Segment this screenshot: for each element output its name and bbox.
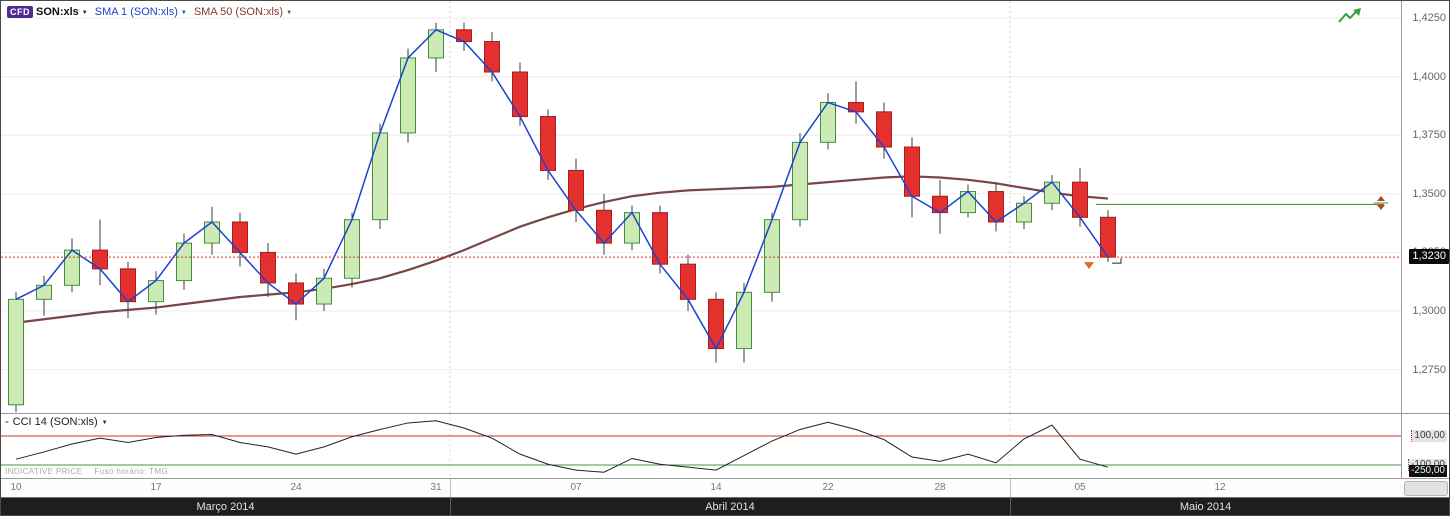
current-price-badge: 1,3230 [1409, 249, 1449, 264]
chevron-down-icon[interactable]: ▼ [181, 10, 187, 16]
price-tick-label: 1,4000 [1412, 71, 1446, 83]
sma1-legend[interactable]: SMA 1 (SON:xls) ▼ [95, 6, 187, 18]
date-tick-label: 28 [929, 482, 951, 493]
trading-chart-window: CFD SON:xls ▼ SMA 1 (SON:xls) ▼ SMA 50 (… [0, 0, 1450, 516]
collapse-icon[interactable]: - [5, 416, 9, 428]
month-boundary-tick [450, 479, 451, 497]
month-boundary-tick [1010, 479, 1011, 497]
cfd-badge: CFD [7, 6, 33, 18]
cci-tick-label: -250,00 [1409, 465, 1447, 477]
cci-panel[interactable]: - CCI 14 (SON:xls) ▼ INDICATIVE PRICE Fu… [1, 414, 1401, 479]
date-axis[interactable]: 10 17 24 31 07 14 22 28 05 12 [1, 479, 1449, 498]
price-axis[interactable]: 1,42501,40001,37501,35001,32501,30001,27… [1401, 1, 1450, 414]
date-tick-label: 31 [425, 482, 447, 493]
date-tick-label: 10 [5, 482, 27, 493]
chart-footnote: INDICATIVE PRICE Fuso horário: TMG [5, 467, 168, 476]
timezone-label: Fuso horário: TMG [94, 467, 168, 476]
candlestick-chart[interactable] [1, 1, 1401, 413]
month-label: Março 2014 [1, 501, 450, 513]
price-tick-label: 1,3750 [1412, 129, 1446, 141]
month-separator [450, 498, 451, 516]
price-gridlines [1, 1, 1401, 413]
chart-legend: CFD SON:xls ▼ SMA 1 (SON:xls) ▼ SMA 50 (… [7, 6, 292, 18]
price-chart[interactable]: CFD SON:xls ▼ SMA 1 (SON:xls) ▼ SMA 50 (… [1, 1, 1401, 414]
month-axis: Março 2014Abril 2014Maio 2014 [1, 498, 1449, 516]
cci-axis[interactable]: 100,00-100,00-250,00 [1401, 414, 1450, 479]
candlesticks [9, 23, 1116, 412]
sma1-line [16, 30, 1108, 349]
date-tick-label: 17 [145, 482, 167, 493]
indicative-price-label: INDICATIVE PRICE [5, 467, 82, 476]
last-price-marker [1112, 258, 1121, 263]
cci-indicator-selector[interactable]: - CCI 14 (SON:xls) ▼ [5, 416, 108, 428]
date-tick-label: 12 [1209, 482, 1231, 493]
month-separator [1010, 498, 1011, 516]
price-tick-label: 1,4250 [1412, 12, 1446, 24]
price-tick-label: 1,2750 [1412, 364, 1446, 376]
instrument-selector[interactable]: CFD SON:xls ▼ [7, 6, 88, 18]
order-arrows-icon[interactable] [1373, 195, 1389, 211]
date-tick-label: 24 [285, 482, 307, 493]
sell-marker-icon [1084, 262, 1094, 269]
cci-label: CCI 14 (SON:xls) [13, 416, 98, 428]
chevron-down-icon[interactable]: ▼ [82, 10, 88, 16]
date-tick-label: 07 [565, 482, 587, 493]
date-tick-label: 14 [705, 482, 727, 493]
month-label: Maio 2014 [1010, 501, 1401, 513]
instrument-name: SON:xls [36, 6, 79, 18]
sma1-label: SMA 1 (SON:xls) [95, 6, 178, 18]
price-tick-label: 1,3500 [1412, 188, 1446, 200]
price-tick-label: 1,3000 [1412, 305, 1446, 317]
cci-chart[interactable] [1, 414, 1401, 478]
chevron-down-icon[interactable]: ▼ [102, 420, 108, 426]
chevron-down-icon[interactable]: ▼ [286, 10, 292, 16]
date-tick-label: 22 [817, 482, 839, 493]
axis-corner-button[interactable] [1404, 481, 1448, 496]
sma50-legend[interactable]: SMA 50 (SON:xls) ▼ [194, 6, 292, 18]
sma50-label: SMA 50 (SON:xls) [194, 6, 283, 18]
month-label: Abril 2014 [450, 501, 1010, 513]
date-tick-label: 05 [1069, 482, 1091, 493]
cci-tick-label: 100,00 [1411, 430, 1447, 442]
price-trend-arrow-icon[interactable] [1337, 7, 1363, 25]
